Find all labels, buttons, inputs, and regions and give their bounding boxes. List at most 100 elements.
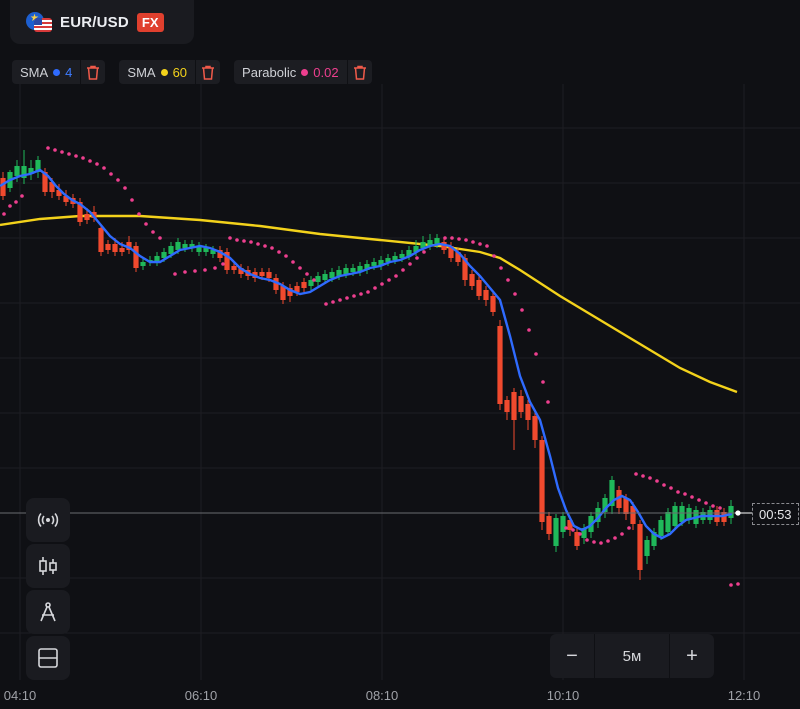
candle-body [98,228,104,252]
sar-dot [67,152,71,156]
sar-dot [46,146,50,150]
sar-dot [213,266,217,270]
delete-indicator-button[interactable] [346,60,372,84]
candle-body [602,498,608,512]
sar-dot [578,532,582,536]
sar-dot [457,237,461,241]
candle-body [672,506,678,526]
zoom-out-button[interactable]: − [566,644,578,667]
sar-dot [305,272,309,276]
candle-body [623,498,629,514]
sar-dot [81,156,85,160]
sar-dot [599,541,603,545]
indicator-bar: SMA 4 SMA 60 Parabolic 0.02 [12,60,372,84]
delete-indicator-button[interactable] [195,60,220,84]
time-label: 12:10 [728,688,761,703]
sar-dot [520,308,524,312]
sar-dot [331,300,335,304]
sar-dot [173,272,177,276]
indicator-value: 4 [65,64,73,80]
candle-body [203,248,209,252]
sar-dot [338,298,342,302]
candle-body [399,254,405,258]
candle-body [14,166,20,176]
candle-body [49,182,55,192]
sar-dot [60,150,64,154]
sar-dot [74,154,78,158]
compass-icon [40,602,56,622]
sar-dot [130,198,134,202]
candle-body [392,256,398,260]
candle-body [490,296,496,312]
sar-dot [359,292,363,296]
indicator-name: Parabolic [242,64,297,80]
sar-dot [95,162,99,166]
sar-dot [513,292,517,296]
sar-dot [387,278,391,282]
candle-body [77,202,83,222]
candle-body [574,532,580,546]
sar-dot [345,296,349,300]
candle-body [259,272,265,276]
sar-dot [193,269,197,273]
signal-icon [37,512,59,528]
color-dot-icon [160,68,168,76]
sar-dot [478,242,482,246]
sar-dot [270,246,274,250]
sar-dot [527,328,531,332]
indicator-sma-60[interactable]: SMA 60 [119,60,221,84]
candle-body [483,290,489,300]
timeframe-selector[interactable]: 5м [594,634,670,678]
indicator-sma-4[interactable]: SMA 4 [12,60,106,84]
candle-body [385,258,391,262]
sar-dot [606,539,610,543]
candle-body [658,520,664,536]
candle-body [532,416,538,440]
candle-body [35,160,41,172]
candle-body [336,270,342,276]
trash-icon [87,65,100,80]
indicator-name: SMA [20,64,49,80]
candle-body [686,508,692,520]
layout-tool-button[interactable] [26,636,70,680]
sar-dot [235,238,239,242]
candle-body [224,252,230,270]
sar-dot [662,483,666,487]
candle-body [539,440,545,522]
sar-dot [634,472,638,476]
sar-dot [627,526,631,530]
candle-body [378,260,384,266]
candle-body [518,396,524,412]
asset-selector[interactable]: EUR/USD FX [10,0,194,44]
candle-body [679,506,685,522]
candle-body [420,242,426,248]
candle-body [616,490,622,508]
indicator-parabolic[interactable]: Parabolic 0.02 [234,60,372,84]
drawing-tool-button[interactable] [26,590,70,634]
sar-dot [324,302,328,306]
sar-dot [116,178,120,182]
signal-tool-button[interactable] [26,498,70,542]
candle-body [497,326,503,404]
candle-body [301,282,307,288]
candle-body [504,400,510,412]
price-chart[interactable]: 04:10 06:10 08:10 10:10 12:10 [0,84,800,709]
delete-indicator-button[interactable] [80,60,105,84]
sar-dot [277,250,281,254]
sar-dot [263,244,267,248]
candle-body [546,516,552,534]
sar-dot [256,242,260,246]
zoom-in-button[interactable]: + [686,644,698,667]
sar-dot [450,236,454,240]
sar-dot [221,262,225,266]
candle-body [217,250,223,258]
candle-type-button[interactable] [26,544,70,588]
time-label: 06:10 [185,688,218,703]
eur-usd-flag-icon [26,12,52,32]
chart-grid [0,84,800,680]
candle-body [28,168,34,174]
sar-dot [718,506,722,510]
sar-dot [408,262,412,266]
candle-body [126,242,132,250]
candle-body [553,518,559,546]
